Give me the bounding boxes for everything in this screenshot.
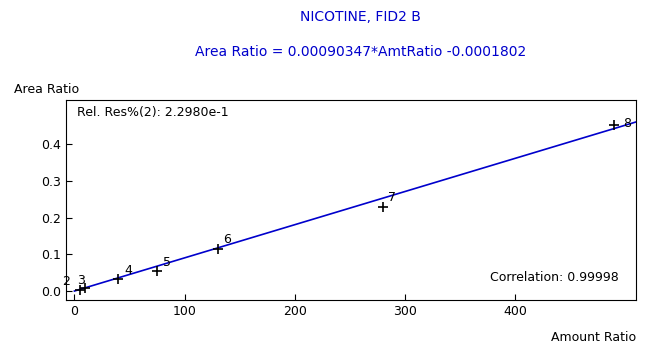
Text: NICOTINE, FID2 B: NICOTINE, FID2 B [300,10,421,24]
Text: Area Ratio = 0.00090347*AmtRatio -0.0001802: Area Ratio = 0.00090347*AmtRatio -0.0001… [195,45,526,59]
Text: Correlation: 0.99998: Correlation: 0.99998 [491,271,619,284]
Text: 2: 2 [62,275,70,288]
Text: 3: 3 [77,274,85,287]
Text: 5: 5 [163,256,171,268]
Text: 6: 6 [223,233,231,246]
Text: 8: 8 [623,117,631,130]
Text: Rel. Res%(2): 2.2980e-1: Rel. Res%(2): 2.2980e-1 [77,106,229,119]
Text: 4: 4 [124,264,132,277]
Text: Area Ratio: Area Ratio [14,83,79,96]
Text: 7: 7 [388,191,396,204]
Text: Amount Ratio: Amount Ratio [551,331,636,344]
